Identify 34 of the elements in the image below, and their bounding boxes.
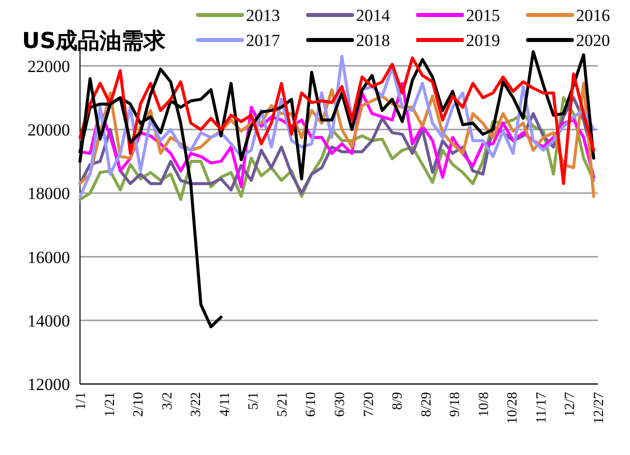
x-tick-label: 8/29 <box>419 392 434 417</box>
x-tick-label: 10/8 <box>476 392 492 417</box>
x-tick-label: 5/21 <box>275 392 290 417</box>
y-tick-label: 16000 <box>28 248 70 267</box>
y-tick-label: 22000 <box>28 56 70 76</box>
legend-label: 2014 <box>356 6 390 25</box>
x-tick-label: 11/17 <box>534 392 550 424</box>
y-tick-label: 18000 <box>28 184 70 204</box>
x-tick-label: 1/21 <box>102 392 118 417</box>
x-tick-label: 4/11 <box>218 392 233 416</box>
y-tick-label: 14000 <box>28 311 70 330</box>
legend-label: 2017 <box>246 31 280 50</box>
x-tick-label: 12/27 <box>592 392 607 424</box>
x-tick-label: 9/18 <box>448 392 464 417</box>
legend-label: 2020 <box>576 31 610 50</box>
y-tick-label: 20000 <box>28 120 70 140</box>
chart-title: US成品油需求 <box>22 29 167 54</box>
x-tick-label: 5/1 <box>246 392 262 410</box>
x-tick-label: 3/2 <box>160 392 176 410</box>
x-tick-label: 7/20 <box>362 392 377 417</box>
legend-label: 2018 <box>356 31 390 50</box>
y-tick-label: 12000 <box>28 375 70 394</box>
x-tick-label: 1/1 <box>74 392 89 410</box>
legend-label: 2019 <box>466 31 500 50</box>
x-tick-label: 6/30 <box>333 392 348 417</box>
x-tick-label: 6/10 <box>304 392 320 417</box>
legend-label: 2016 <box>576 6 610 25</box>
x-tick-label: 8/9 <box>390 392 406 410</box>
legend-label: 2015 <box>466 6 500 25</box>
legend-label: 2013 <box>246 6 280 25</box>
x-tick-label: 10/28 <box>506 392 521 424</box>
x-tick-label: 2/10 <box>132 392 147 417</box>
x-tick-label: 12/7 <box>563 392 578 417</box>
x-tick-label: 3/22 <box>189 392 204 417</box>
